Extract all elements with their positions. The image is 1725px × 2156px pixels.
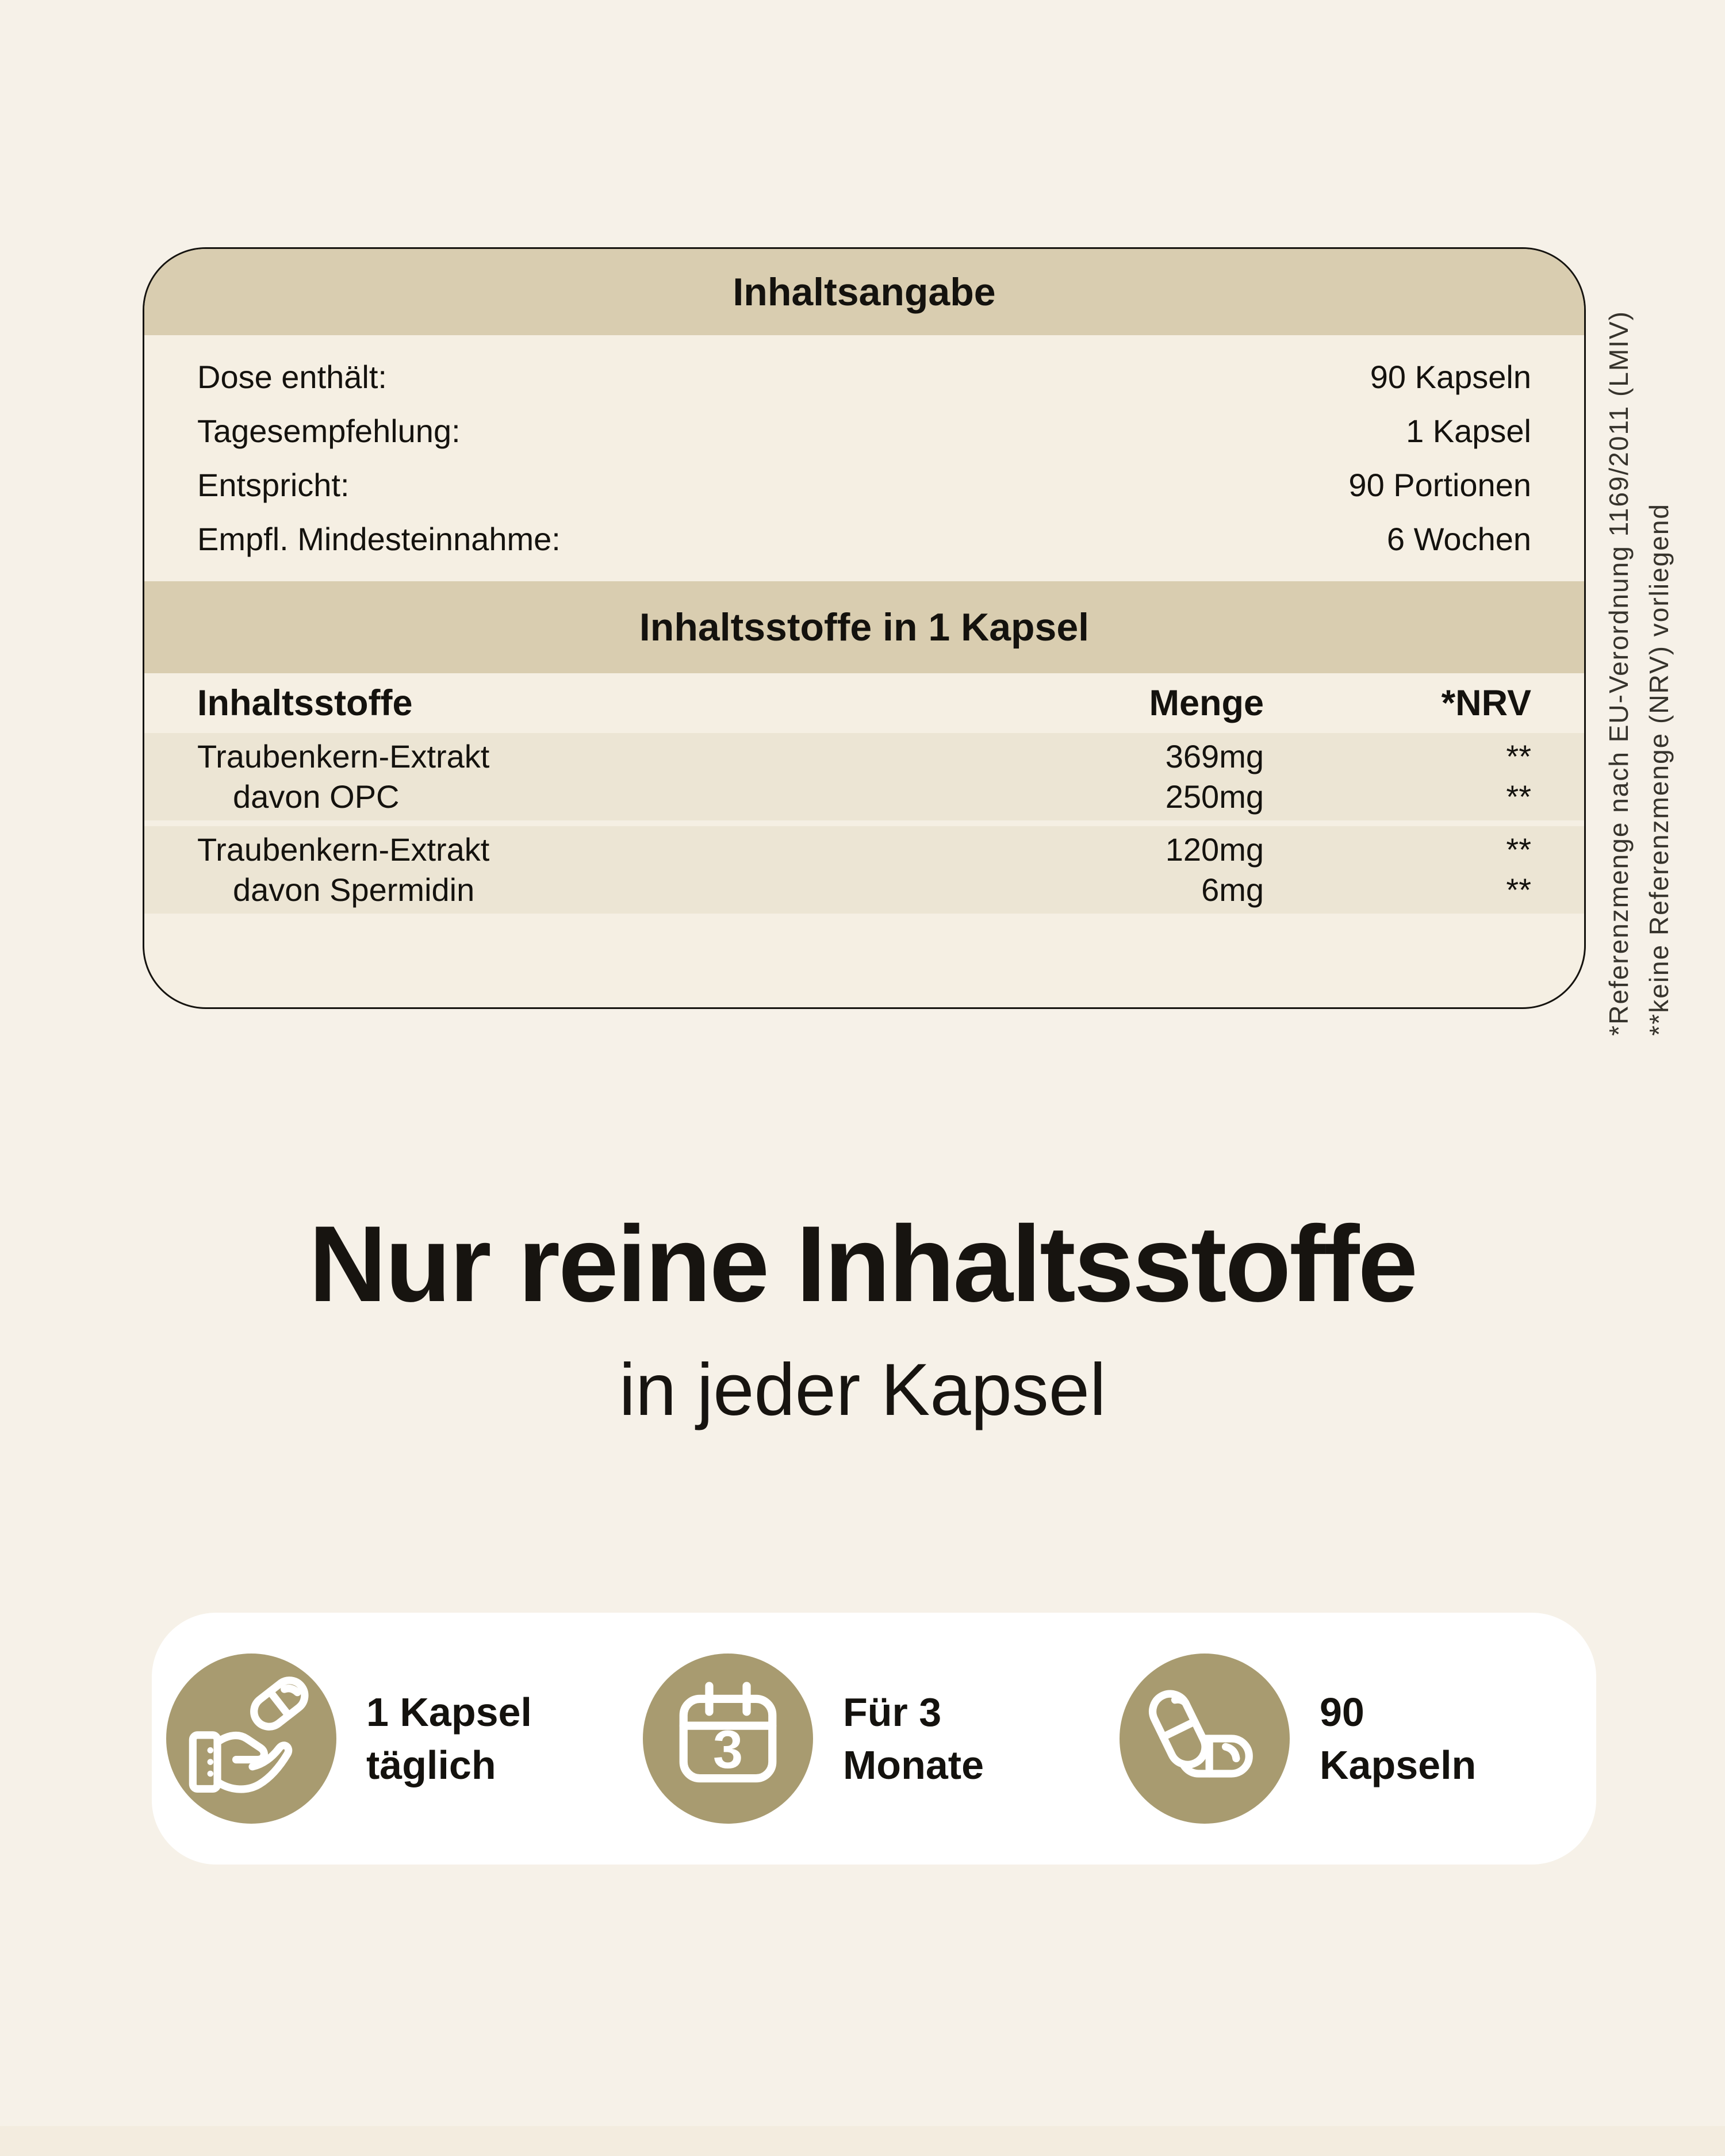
footnote-reference: *Referenzmenge nach EU-Verordnung 1169/2… [1604, 310, 1634, 1036]
page-title: Nur reine Inhaltsstoffe [308, 1203, 1418, 1324]
feature-daily-dose: 1 Kapsel täglich [166, 1654, 643, 1824]
feature-label-line1: Für 3 [843, 1690, 942, 1735]
calendar-icon: 3 [643, 1654, 813, 1824]
headline-block: Nur reine Inhaltsstoffe in jeder Kapsel [0, 1202, 1725, 1432]
ingredient-name: Traubenkern-Extrakt [197, 738, 490, 774]
ingredient-name: davon Spermidin [233, 872, 475, 908]
column-header-ingredient: Inhaltsstoffe [197, 683, 413, 723]
ingredient-amount: 369mg [1165, 738, 1264, 774]
ingredient-nrv: ** [1506, 831, 1531, 868]
features-card: 1 Kapsel täglich 3 Für 3 Monate [152, 1613, 1596, 1865]
feature-label-line2: Kapseln [1320, 1743, 1477, 1787]
ingredient-nrv: ** [1506, 738, 1531, 774]
info-label: Entspricht: [197, 467, 350, 503]
feature-label: 1 Kapsel täglich [366, 1686, 532, 1791]
table-row: davon OPC 250mg ** [197, 777, 1531, 817]
page-subtitle: in jeder Kapsel [619, 1349, 1106, 1432]
info-row: Empfl. Mindesteinnahme: 6 Wochen [197, 512, 1531, 566]
hand-capsule-icon [166, 1654, 336, 1824]
feature-duration: 3 Für 3 Monate [643, 1654, 1120, 1824]
table-row: davon Spermidin 6mg ** [197, 870, 1531, 910]
ingredient-amount: 120mg [1165, 831, 1264, 868]
info-label: Tagesempfehlung: [197, 413, 461, 449]
feature-label: 90 Kapseln [1320, 1686, 1476, 1791]
feature-label-line1: 1 Kapsel [366, 1690, 532, 1735]
info-label: Empfl. Mindesteinnahme: [197, 521, 561, 557]
info-value: 6 Wochen [1386, 521, 1531, 557]
feature-label: Für 3 Monate [843, 1686, 984, 1791]
ingredient-name: Traubenkern-Extrakt [197, 831, 490, 868]
card-subtitle: Inhaltsstoffe in 1 Kapsel [144, 581, 1584, 673]
feature-count: 90 Kapseln [1120, 1654, 1596, 1824]
ingredients-table-header: Inhaltsstoffe Menge *NRV [144, 673, 1584, 733]
footnotes-vertical: *Referenzmenge nach EU-Verordnung 1169/2… [1603, 247, 1674, 1036]
info-row: Entspricht: 90 Portionen [197, 458, 1531, 512]
column-header-nrv: *NRV [1441, 683, 1531, 723]
capsules-icon [1120, 1654, 1290, 1824]
ingredient-group: Traubenkern-Extrakt 120mg ** davon Sperm… [144, 826, 1584, 914]
feature-label-line2: Monate [843, 1743, 984, 1787]
feature-label-line2: täglich [366, 1743, 496, 1787]
table-row: Traubenkern-Extrakt 369mg ** [197, 736, 1531, 777]
column-header-amount: Menge [1149, 683, 1264, 723]
nutrition-facts-card: Inhaltsangabe Dose enthält: 90 Kapseln T… [143, 247, 1586, 1009]
feature-label-line1: 90 [1320, 1690, 1364, 1735]
ingredient-nrv: ** [1506, 872, 1531, 908]
bottom-strip [0, 2126, 1725, 2156]
footnote-nrv: **keine Referenzmenge (NRV) vorliegend [1644, 503, 1674, 1036]
dose-info-list: Dose enthält: 90 Kapseln Tagesempfehlung… [144, 335, 1584, 581]
card-title: Inhaltsangabe [144, 249, 1584, 335]
table-row: Traubenkern-Extrakt 120mg ** [197, 830, 1531, 870]
ingredient-amount: 6mg [1201, 872, 1264, 908]
ingredient-amount: 250mg [1165, 778, 1264, 815]
calendar-number: 3 [713, 1719, 743, 1779]
info-label: Dose enthält: [197, 359, 387, 395]
info-value: 1 Kapsel [1406, 413, 1531, 449]
info-value: 90 Kapseln [1370, 359, 1531, 395]
info-value: 90 Portionen [1348, 467, 1531, 503]
ingredient-nrv: ** [1506, 778, 1531, 815]
info-row: Dose enthält: 90 Kapseln [197, 350, 1531, 404]
info-row: Tagesempfehlung: 1 Kapsel [197, 404, 1531, 458]
ingredient-group: Traubenkern-Extrakt 369mg ** davon OPC 2… [144, 733, 1584, 820]
ingredient-name: davon OPC [233, 778, 400, 815]
row-divider [144, 820, 1584, 826]
